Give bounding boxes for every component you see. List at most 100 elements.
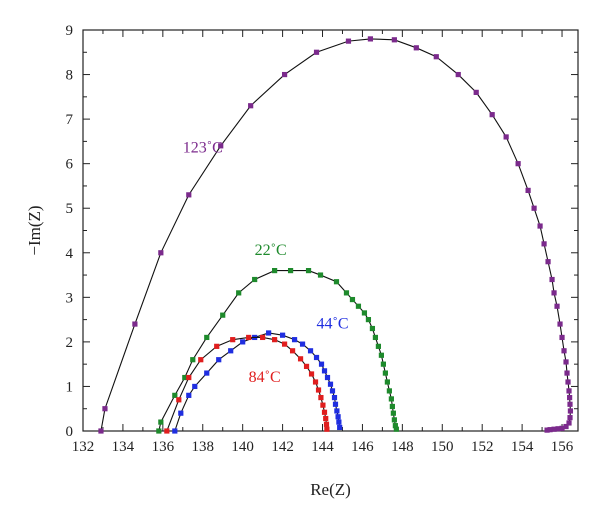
data-point: [323, 415, 329, 422]
data-point: [547, 427, 553, 433]
data-point: [313, 49, 320, 55]
data-point: [525, 187, 531, 193]
data-point: [566, 420, 572, 426]
data-point: [281, 71, 288, 78]
data-point: [564, 370, 570, 376]
data-point: [260, 334, 266, 341]
x-tick-label: 134: [112, 439, 135, 455]
data-point: [321, 409, 328, 415]
data-point: [343, 290, 350, 296]
data-point: [172, 428, 178, 434]
data-point: [334, 408, 340, 414]
data-point: [559, 425, 565, 431]
x-tick-label: 154: [511, 439, 534, 455]
data-point: [216, 357, 222, 363]
data-point: [367, 36, 374, 42]
data-point: [132, 321, 138, 327]
data-point: [375, 343, 382, 349]
x-tick-label: 142: [271, 439, 294, 455]
data-point: [380, 361, 386, 367]
y-tick-label: 9: [66, 23, 74, 39]
x-tick-label: 148: [391, 439, 414, 455]
series-line: [158, 270, 397, 432]
data-point: [384, 379, 390, 385]
data-point: [473, 89, 479, 95]
data-point: [252, 276, 258, 283]
data-point: [186, 192, 192, 198]
data-point: [567, 401, 573, 407]
data-point: [331, 394, 338, 401]
data-point: [178, 410, 184, 416]
data-point: [246, 334, 252, 341]
data-point: [329, 388, 336, 394]
data-point: [567, 408, 574, 414]
series-line: [166, 336, 328, 432]
data-point: [391, 417, 397, 423]
x-tick-label: 138: [192, 439, 215, 455]
series-1: [156, 268, 399, 434]
data-point: [390, 410, 396, 416]
data-point: [378, 352, 384, 358]
data-point: [332, 401, 339, 407]
series-3: [164, 334, 330, 434]
x-axis-title: Re(Z): [310, 480, 351, 499]
data-point: [192, 383, 198, 390]
series-label: 84˚C: [249, 369, 281, 386]
data-point: [312, 379, 319, 385]
data-point: [272, 337, 278, 343]
x-tick-label: 146: [351, 439, 374, 455]
data-point: [172, 392, 178, 398]
data-point: [240, 339, 246, 345]
data-point: [299, 341, 306, 347]
data-point: [98, 428, 104, 434]
x-tick-label: 132: [72, 439, 95, 455]
data-point: [382, 370, 388, 376]
data-point: [303, 363, 310, 369]
data-point: [386, 388, 392, 394]
data-point: [537, 223, 543, 229]
y-axis: 0 1 2 3 4 5 6 7 8 9: [66, 23, 578, 440]
data-point: [228, 348, 234, 354]
data-point: [318, 361, 325, 367]
series-label: 44˚C: [317, 316, 349, 333]
data-point: [388, 396, 394, 402]
data-point: [551, 426, 557, 432]
data-point: [324, 374, 331, 381]
y-tick-label: 7: [66, 112, 74, 128]
data-point: [563, 359, 569, 365]
data-point: [164, 428, 170, 434]
data-point: [305, 268, 312, 274]
data-point: [489, 112, 495, 118]
data-point: [515, 161, 521, 167]
data-point: [321, 368, 328, 374]
data-point: [308, 371, 315, 377]
y-tick-label: 5: [66, 201, 74, 217]
x-tick-label: 156: [551, 439, 574, 455]
data-point: [349, 296, 356, 303]
data-point: [317, 272, 324, 278]
data-point: [545, 259, 551, 265]
data-point: [555, 426, 561, 432]
data-point: [345, 38, 352, 44]
data-point: [220, 312, 226, 318]
data-point: [559, 334, 565, 341]
data-point: [186, 374, 192, 381]
data-point: [281, 341, 288, 347]
data-point: [389, 403, 395, 410]
y-tick-label: 1: [66, 379, 74, 395]
y-tick-label: 2: [66, 335, 74, 351]
data-point: [561, 348, 567, 354]
data-point: [315, 387, 322, 393]
data-point: [198, 357, 204, 363]
series-label: 123˚C: [183, 140, 223, 157]
data-point: [102, 406, 108, 412]
data-point: [567, 394, 573, 401]
data-point: [236, 290, 242, 296]
data-point: [214, 343, 220, 349]
data-point: [335, 414, 341, 420]
y-tick-label: 0: [66, 424, 74, 440]
data-point: [204, 370, 210, 376]
data-point: [158, 250, 164, 256]
